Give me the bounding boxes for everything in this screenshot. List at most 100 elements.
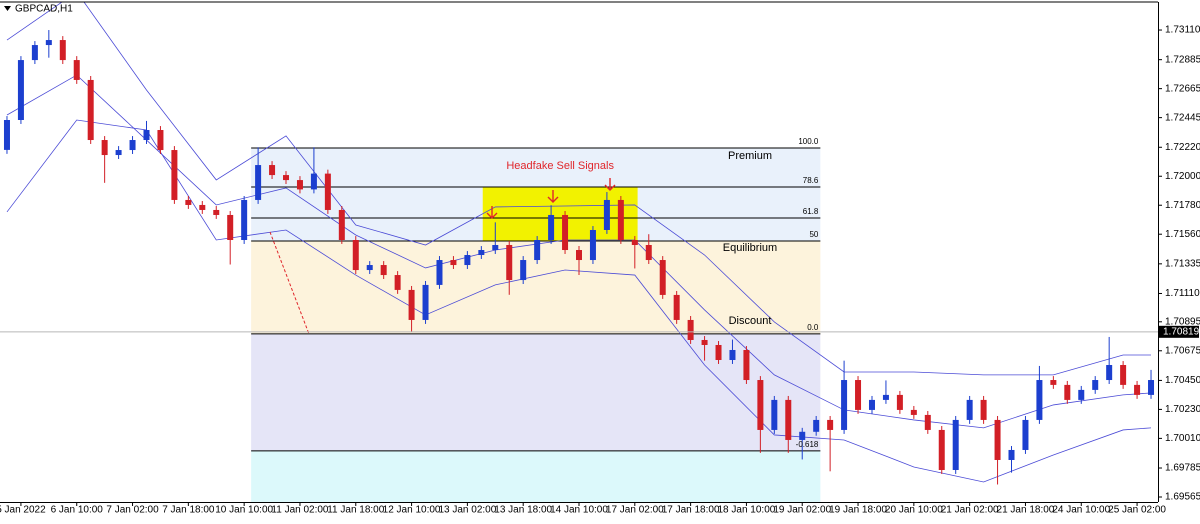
candle-body	[73, 60, 80, 80]
candle-body	[283, 175, 290, 181]
candle-body	[966, 399, 973, 420]
candle-body	[366, 265, 373, 271]
x-tick-label: 18 Jan 10:00	[718, 505, 776, 516]
x-tick-label: 21 Jan 02:00	[941, 505, 999, 516]
zone-label: Premium	[728, 150, 772, 162]
y-tick-label: 1.71560	[1165, 229, 1200, 240]
last-price-box	[1159, 325, 1199, 338]
candle-body	[534, 240, 541, 261]
candle-body	[841, 380, 848, 430]
candle-body	[269, 165, 276, 176]
candle-body	[199, 204, 206, 210]
candle-body	[980, 399, 987, 420]
y-tick-label: 1.70450	[1165, 375, 1200, 386]
y-tick-label: 1.70895	[1165, 316, 1200, 327]
candle-body	[701, 339, 708, 345]
candle-body	[464, 255, 471, 266]
fib-level-label: 78.6	[803, 176, 819, 185]
candle-body	[1148, 380, 1155, 395]
candle-body	[171, 150, 178, 200]
candle-body	[1120, 365, 1127, 385]
fib-level-label: -0.618	[796, 440, 819, 449]
candle-body	[882, 394, 889, 400]
last-price-label: 1.70819	[1163, 326, 1200, 337]
candle-body	[813, 419, 820, 432]
candle-body	[157, 130, 164, 151]
candle-body	[938, 429, 945, 470]
x-tick-label: 20 Jan 10:00	[885, 505, 943, 516]
candle-body	[896, 394, 903, 410]
candle-body	[687, 319, 694, 340]
fib-level-label: 50	[809, 230, 818, 239]
x-tick-label: 13 Jan 18:00	[494, 505, 552, 516]
candle-body	[310, 173, 317, 190]
candle-body	[589, 229, 596, 261]
candle-body	[771, 399, 778, 430]
candle-body	[631, 240, 638, 246]
candle-body	[31, 45, 38, 61]
candle-body	[952, 419, 959, 470]
menu-triangle[interactable]	[4, 6, 11, 11]
projection-line	[269, 231, 310, 335]
signal-arrow	[604, 178, 616, 191]
candle-body	[715, 344, 722, 361]
candle-body	[352, 240, 359, 271]
candle-body	[1008, 449, 1015, 460]
x-tick-label: 11 Jan 18:00	[327, 505, 385, 516]
candle-body	[101, 140, 108, 156]
fib-level-label: 100.0	[798, 137, 819, 146]
candle-body	[59, 40, 66, 61]
candle-body	[255, 165, 262, 200]
y-tick-label: 1.69565	[1165, 492, 1200, 503]
y-tick-label: 1.69785	[1165, 463, 1200, 474]
candle-body	[1092, 380, 1099, 390]
candle-body	[1036, 380, 1043, 420]
y-tick-label: 1.72220	[1165, 142, 1200, 153]
x-tick-label: 14 Jan 10:00	[550, 505, 608, 516]
candle-body	[227, 214, 234, 241]
x-tick-label: 17 Jan 02:00	[606, 505, 664, 516]
candle-body	[868, 399, 875, 410]
candle-body	[785, 399, 792, 440]
candle-body	[1050, 380, 1057, 385]
zone-label: Equilibrium	[723, 242, 777, 254]
x-tick-label: 17 Jan 18:00	[662, 505, 720, 516]
candle-body	[659, 260, 666, 295]
zone-label: Discount	[729, 315, 772, 327]
candle-body	[729, 349, 736, 361]
candle-body	[338, 209, 345, 241]
candle-body	[910, 409, 917, 415]
fib-zone	[251, 450, 821, 502]
candle-body	[143, 130, 150, 141]
candle-body	[1106, 365, 1113, 381]
candle-body	[394, 275, 401, 290]
band-line	[6, 2, 1152, 376]
y-tick-label: 1.73110	[1165, 25, 1200, 36]
candle-body	[478, 250, 485, 256]
candle-body	[422, 284, 429, 320]
candle-body	[562, 214, 569, 251]
candle-body	[827, 419, 834, 430]
fib-level-label: 61.8	[803, 207, 819, 216]
candle-body	[380, 265, 387, 276]
x-tick-label: 7 Jan 02:00	[106, 505, 159, 516]
candle-body	[520, 260, 527, 281]
candle-body	[17, 60, 24, 121]
signal-arrow	[547, 190, 559, 203]
y-tick-label: 1.71780	[1165, 200, 1200, 211]
candle-body	[436, 260, 443, 285]
candle-body	[617, 199, 624, 241]
candle-body	[645, 245, 652, 261]
y-tick-label: 1.72000	[1165, 171, 1200, 182]
x-tick-label: 7 Jan 18:00	[162, 505, 215, 516]
x-tick-label: 12 Jan 10:00	[383, 505, 441, 516]
candles	[3, 30, 1155, 485]
candle-body	[1064, 384, 1071, 400]
x-tick-label: 19 Jan 02:00	[773, 505, 831, 516]
candle-body	[855, 380, 862, 410]
candle-body	[1134, 384, 1141, 395]
candle-body	[408, 289, 415, 320]
